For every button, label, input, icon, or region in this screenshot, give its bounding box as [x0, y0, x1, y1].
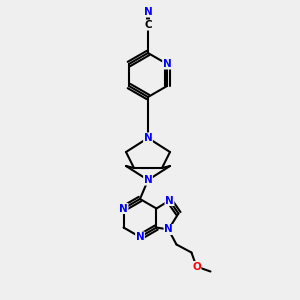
Text: N: N: [144, 133, 152, 143]
Text: O: O: [192, 262, 201, 272]
Text: N: N: [119, 203, 128, 214]
Text: N: N: [163, 59, 171, 69]
Text: N: N: [144, 7, 152, 17]
Text: N: N: [164, 224, 173, 235]
Text: N: N: [136, 232, 144, 242]
Text: C: C: [144, 20, 152, 30]
Text: N: N: [144, 175, 152, 185]
Text: N: N: [165, 196, 174, 206]
